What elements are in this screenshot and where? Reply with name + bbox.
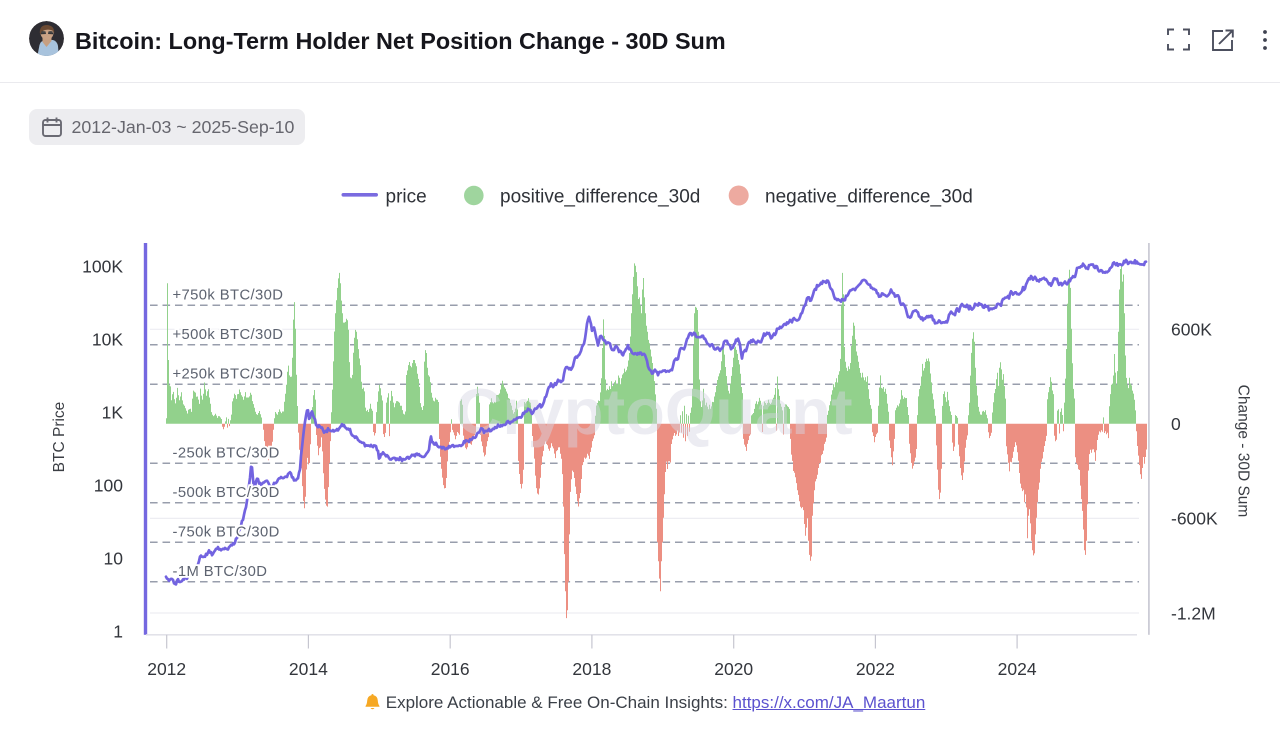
svg-text:600K: 600K [1171, 320, 1212, 340]
svg-text:100K: 100K [82, 257, 123, 277]
svg-text:price: price [386, 186, 427, 207]
svg-text:10: 10 [104, 549, 124, 569]
svg-text:-600K: -600K [1171, 509, 1218, 529]
svg-text:2012: 2012 [147, 659, 186, 679]
svg-text:2020: 2020 [714, 659, 753, 679]
svg-text:-1.2M: -1.2M [1171, 603, 1216, 623]
svg-text:2016: 2016 [431, 659, 470, 679]
svg-text:BTC Price: BTC Price [51, 402, 68, 473]
svg-text:0: 0 [1171, 414, 1181, 434]
svg-text:2024: 2024 [998, 659, 1037, 679]
svg-text:2018: 2018 [572, 659, 611, 679]
svg-text:1K: 1K [102, 403, 124, 423]
svg-text:100: 100 [94, 476, 123, 496]
svg-text:10K: 10K [92, 330, 123, 350]
svg-text:-750k BTC/30D: -750k BTC/30D [173, 524, 280, 540]
svg-text:+250k BTC/30D: +250k BTC/30D [173, 366, 284, 382]
svg-text:-250k BTC/30D: -250k BTC/30D [173, 445, 280, 461]
svg-text:negative_difference_30d: negative_difference_30d [765, 186, 973, 207]
svg-text:CryptoQuant: CryptoQuant [455, 375, 852, 448]
svg-text:2022: 2022 [856, 659, 895, 679]
svg-text:positive_difference_30d: positive_difference_30d [500, 186, 700, 207]
svg-text:-500k BTC/30D: -500k BTC/30D [173, 485, 280, 501]
svg-text:+750k BTC/30D: +750k BTC/30D [173, 287, 284, 303]
svg-text:1: 1 [113, 622, 123, 642]
svg-text:2014: 2014 [289, 659, 328, 679]
svg-text:Change - 30D Sum: Change - 30D Sum [1235, 385, 1252, 518]
svg-text:+500k BTC/30D: +500k BTC/30D [173, 327, 284, 343]
svg-text:-1M BTC/30D: -1M BTC/30D [173, 564, 268, 580]
